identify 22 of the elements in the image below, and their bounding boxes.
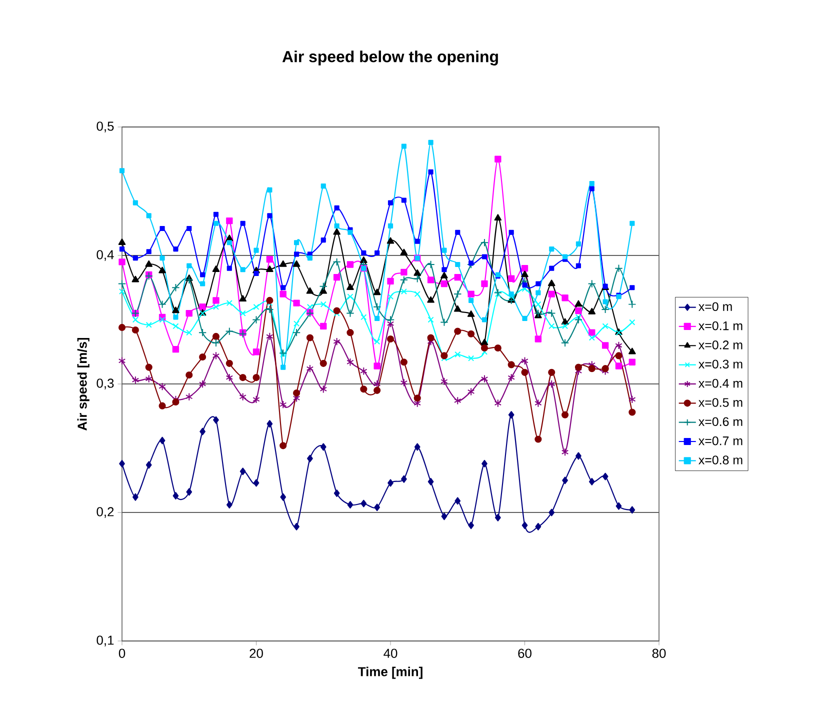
x-axis-title: Time [min] [358, 666, 422, 679]
chart-title: Air speed below the opening [282, 50, 498, 66]
y-tick-label: 0,1 [96, 636, 114, 646]
legend-label: x=0.2 m [698, 340, 742, 350]
y-tick-label: 0,4 [96, 250, 114, 261]
x-tick-label: 60 [518, 648, 532, 658]
x-tick-label: 40 [384, 648, 398, 658]
x-tick-label: 20 [250, 648, 263, 658]
y-tick-label: 0,5 [96, 122, 114, 132]
y-axis-title: Air speed [m/s] [77, 338, 90, 430]
legend-label: x=0.4 m [698, 378, 742, 388]
x-tick-label: 0 [118, 648, 126, 658]
legend-label: x=0.8 m [698, 456, 742, 464]
legend-label: x=0.3 m [698, 360, 742, 369]
x-tick-label: 80 [652, 648, 666, 658]
legend-label: x=0.5 m [698, 398, 742, 407]
legend-label: x=0.7 m [698, 436, 742, 446]
legend-label: x=0.6 m [698, 417, 742, 426]
y-tick-label: 0,2 [96, 507, 114, 518]
y-tick-label: 0,3 [96, 378, 114, 390]
legend-label: x=0.1 m [698, 321, 742, 330]
legend-label: x=0 m [698, 302, 732, 312]
